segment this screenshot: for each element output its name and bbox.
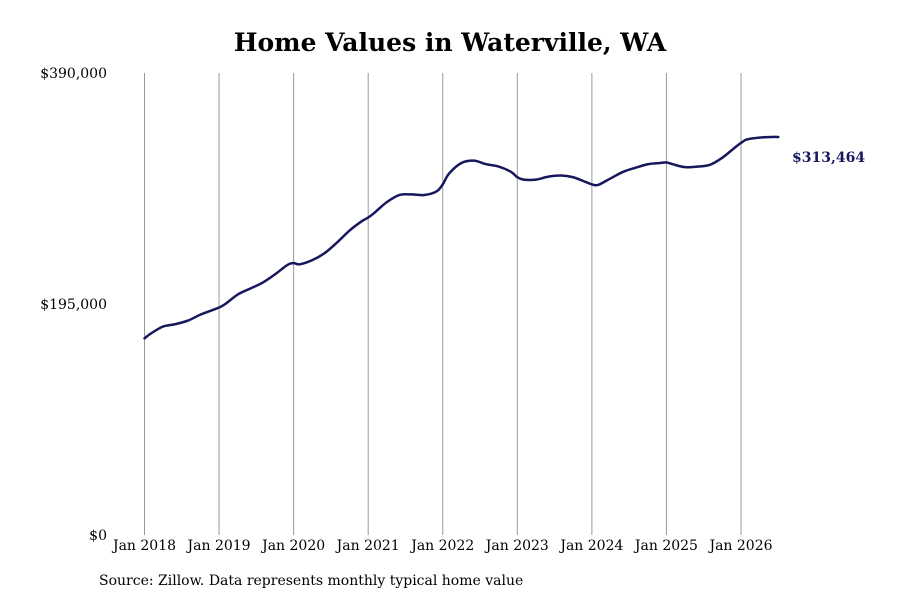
- series-line-home-value: [143, 135, 780, 340]
- x-tick-label: Jan 2019: [186, 538, 251, 554]
- x-axis-ticks: Jan 2018 Jan 2019 Jan 2020 Jan 2021 Jan 2022…: [111, 538, 773, 554]
- x-tick-label: Jan 2025: [633, 538, 698, 554]
- x-tick-label: Jan 2024: [558, 538, 623, 554]
- end-value-label: $313,464: [792, 150, 865, 166]
- y-tick-label: $0: [89, 528, 107, 544]
- gridlines: [144, 73, 742, 535]
- end-label-layer: $313,464: [792, 150, 865, 166]
- source-note: Source: Zillow. Data represents monthly …: [99, 573, 524, 589]
- x-tick-label: Jan 2021: [335, 538, 400, 554]
- x-tick-label: Jan 2018: [111, 538, 176, 554]
- y-tick-label: $390,000: [40, 66, 107, 82]
- series-layer: [143, 135, 780, 340]
- y-axis-ticks: $0 $195,000 $390,000: [40, 66, 107, 544]
- x-tick-label: Jan 2023: [484, 538, 549, 554]
- y-tick-label: $195,000: [40, 297, 107, 313]
- chart-title: Home Values in Waterville, WA: [233, 28, 667, 57]
- x-tick-label: Jan 2022: [409, 538, 474, 554]
- x-tick-label: Jan 2026: [707, 538, 772, 554]
- x-tick-label: Jan 2020: [260, 538, 325, 554]
